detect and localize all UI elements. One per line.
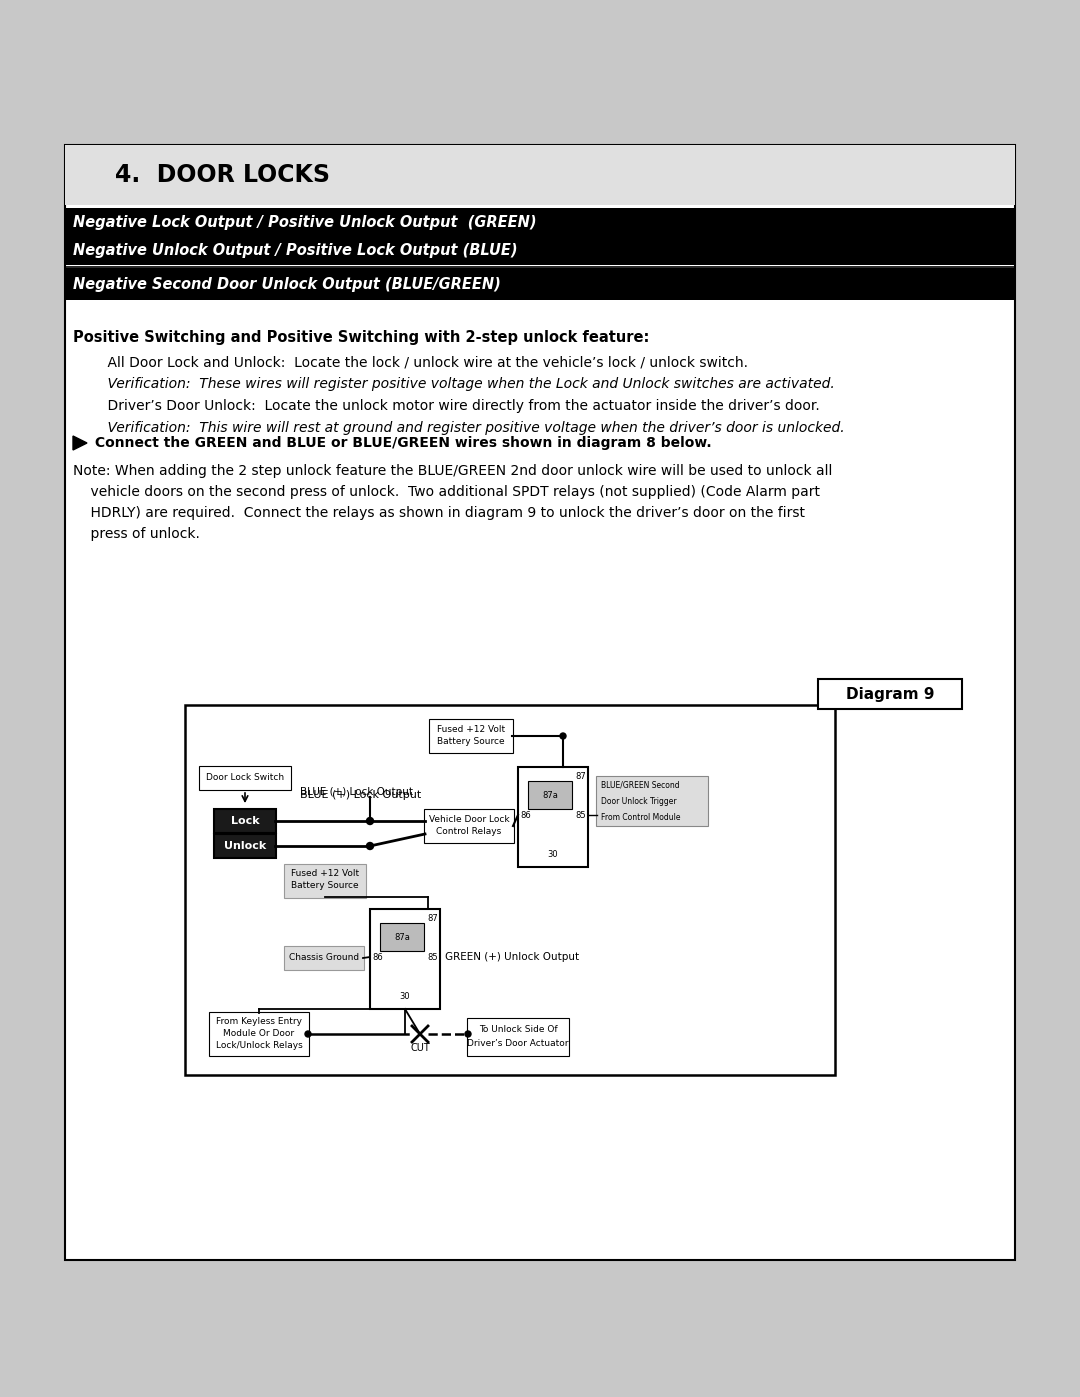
Circle shape (561, 733, 566, 739)
Text: HDRLY) are required.  Connect the relays as shown in diagram 9 to unlock the dri: HDRLY) are required. Connect the relays … (73, 506, 805, 520)
Text: Lock/Unlock Relays: Lock/Unlock Relays (216, 1042, 302, 1051)
Text: Battery Source: Battery Source (292, 882, 359, 890)
FancyBboxPatch shape (199, 766, 291, 789)
Text: Vehicle Door Lock: Vehicle Door Lock (429, 816, 510, 824)
FancyBboxPatch shape (467, 1018, 569, 1056)
FancyBboxPatch shape (214, 809, 276, 833)
Text: Lock: Lock (231, 816, 259, 826)
Text: Module Or Door: Module Or Door (224, 1030, 295, 1038)
FancyBboxPatch shape (284, 863, 366, 898)
Text: Negative Second Door Unlock Output (BLUE/GREEN): Negative Second Door Unlock Output (BLUE… (73, 277, 501, 292)
Text: To Unlock Side Of: To Unlock Side Of (478, 1024, 557, 1034)
FancyBboxPatch shape (65, 145, 1015, 1260)
Text: 4.  DOOR LOCKS: 4. DOOR LOCKS (114, 163, 330, 187)
Text: Control Relays: Control Relays (436, 827, 501, 837)
FancyBboxPatch shape (185, 705, 835, 1076)
Text: Verification:  These wires will register positive voltage when the Lock and Unlo: Verification: These wires will register … (90, 377, 835, 391)
Text: Door Lock Switch: Door Lock Switch (206, 774, 284, 782)
Text: Diagram 9: Diagram 9 (846, 686, 934, 701)
Text: Connect the GREEN and BLUE or BLUE/GREEN wires shown in diagram 8 below.: Connect the GREEN and BLUE or BLUE/GREEN… (90, 436, 712, 450)
Circle shape (366, 842, 374, 849)
Text: From Control Module: From Control Module (600, 813, 680, 821)
Circle shape (366, 817, 374, 824)
Text: Driver’s Door Actuator: Driver’s Door Actuator (468, 1038, 569, 1048)
Circle shape (305, 1031, 311, 1037)
Text: 86: 86 (372, 953, 382, 961)
FancyBboxPatch shape (596, 775, 708, 826)
Text: 87a: 87a (542, 791, 558, 799)
FancyBboxPatch shape (210, 1011, 309, 1056)
Text: Fused +12 Volt: Fused +12 Volt (291, 869, 359, 879)
FancyBboxPatch shape (424, 809, 514, 842)
Text: BLUE/GREEN Second: BLUE/GREEN Second (600, 781, 679, 789)
Text: Note: When adding the 2 step unlock feature the BLUE/GREEN 2nd door unlock wire : Note: When adding the 2 step unlock feat… (73, 464, 833, 478)
Text: Unlock: Unlock (224, 841, 266, 851)
FancyBboxPatch shape (65, 145, 1015, 205)
Text: Fused +12 Volt: Fused +12 Volt (437, 725, 505, 733)
Text: Driver’s Door Unlock:  Locate the unlock motor wire directly from the actuator i: Driver’s Door Unlock: Locate the unlock … (90, 400, 820, 414)
Text: 85: 85 (576, 810, 586, 820)
Text: press of unlock.: press of unlock. (73, 527, 200, 541)
Text: CUT: CUT (410, 1044, 430, 1053)
Text: 85: 85 (428, 953, 438, 961)
FancyBboxPatch shape (429, 719, 513, 753)
FancyBboxPatch shape (528, 781, 572, 809)
FancyBboxPatch shape (518, 767, 588, 868)
Text: All Door Lock and Unlock:  Locate the lock / unlock wire at the vehicle’s lock /: All Door Lock and Unlock: Locate the loc… (90, 355, 748, 369)
FancyBboxPatch shape (214, 834, 276, 858)
Text: BLUE (+) Lock Output: BLUE (+) Lock Output (300, 787, 413, 798)
Text: Battery Source: Battery Source (437, 736, 504, 746)
Text: Negative Unlock Output / Positive Lock Output (BLUE): Negative Unlock Output / Positive Lock O… (73, 243, 517, 258)
FancyBboxPatch shape (818, 679, 962, 710)
Text: 30: 30 (400, 992, 410, 1002)
Circle shape (465, 1031, 471, 1037)
Text: Negative Lock Output / Positive Unlock Output  (GREEN): Negative Lock Output / Positive Unlock O… (73, 215, 537, 229)
FancyBboxPatch shape (380, 923, 424, 951)
Text: Door Unlock Trigger: Door Unlock Trigger (600, 796, 677, 806)
FancyBboxPatch shape (284, 946, 364, 970)
Text: 87: 87 (576, 773, 586, 781)
Text: GREEN (+) Unlock Output: GREEN (+) Unlock Output (445, 951, 579, 963)
FancyBboxPatch shape (370, 909, 440, 1009)
Text: BLUE (+) Lock Output: BLUE (+) Lock Output (300, 789, 421, 800)
Text: Chassis Ground: Chassis Ground (289, 954, 359, 963)
Text: From Keyless Entry: From Keyless Entry (216, 1017, 302, 1027)
Text: 87: 87 (428, 914, 438, 923)
FancyBboxPatch shape (65, 208, 1015, 265)
Text: vehicle doors on the second press of unlock.  Two additional SPDT relays (not su: vehicle doors on the second press of unl… (73, 485, 820, 499)
Text: 30: 30 (548, 849, 558, 859)
Text: Positive Switching and Positive Switching with 2-step unlock feature:: Positive Switching and Positive Switchin… (73, 330, 649, 345)
Text: 87a: 87a (394, 933, 410, 942)
FancyBboxPatch shape (65, 268, 1015, 300)
Text: 86: 86 (519, 810, 530, 820)
Text: Verification:  This wire will rest at ground and register positive voltage when : Verification: This wire will rest at gro… (90, 420, 845, 434)
Polygon shape (73, 436, 87, 450)
